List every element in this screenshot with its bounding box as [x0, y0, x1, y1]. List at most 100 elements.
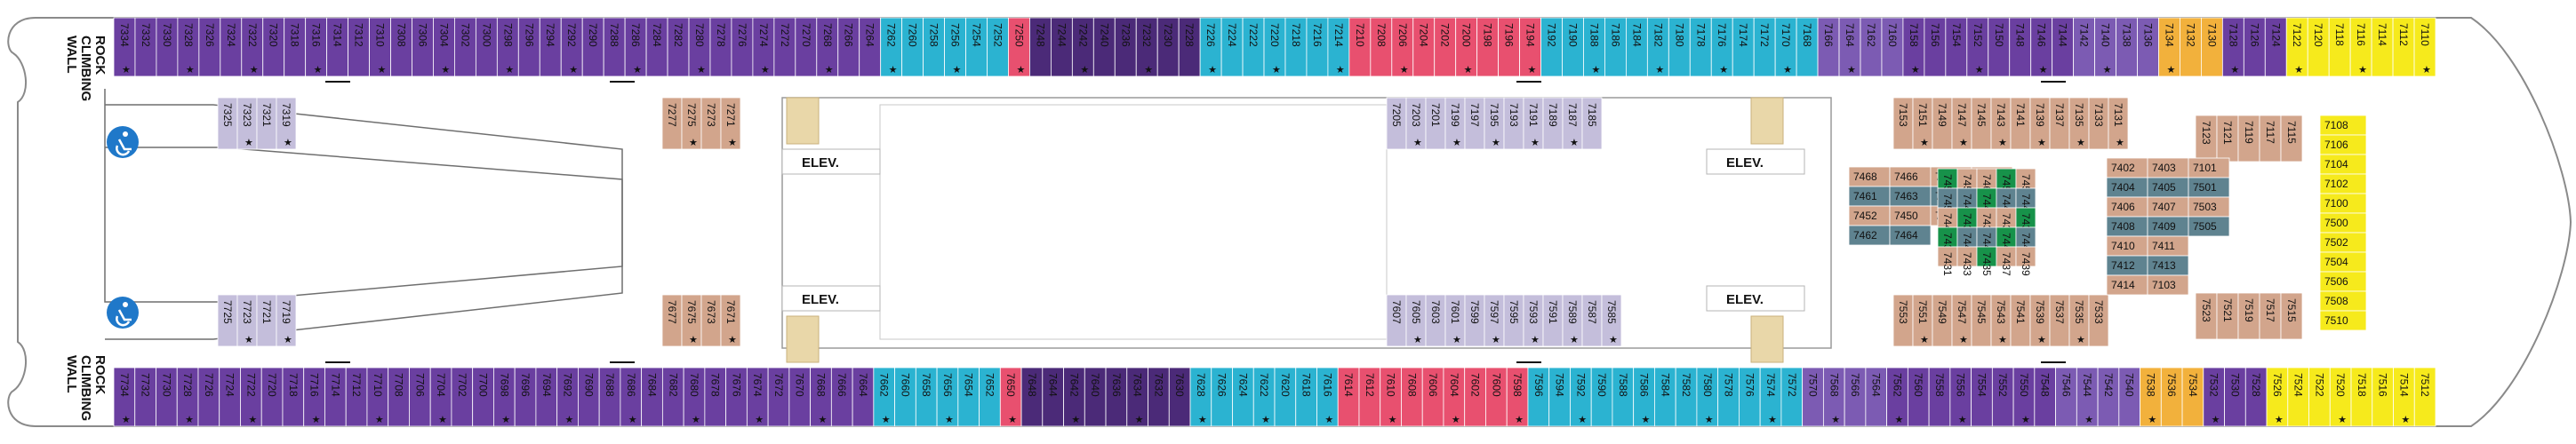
cabin[interactable]: 7584: [1654, 367, 1676, 427]
cabin[interactable]: 7684: [641, 367, 663, 427]
cabin[interactable]: 7250 ★: [1008, 17, 1030, 77]
cabin[interactable]: 7566: [1844, 367, 1867, 427]
cabin[interactable]: 7700: [472, 367, 494, 427]
cabin[interactable]: 7634 ★: [1126, 367, 1148, 427]
cabin[interactable]: 7170 ★: [1774, 17, 1797, 77]
cabin[interactable]: 7506: [2319, 271, 2367, 292]
cabin[interactable]: 7218: [1284, 17, 1308, 77]
cabin[interactable]: 7678: [704, 367, 727, 427]
cabin[interactable]: 7141: [2010, 97, 2031, 150]
cabin[interactable]: 7546: [2055, 367, 2077, 427]
cabin[interactable]: 7432: [1996, 207, 2017, 237]
cabin[interactable]: 7672: [767, 367, 790, 427]
cabin[interactable]: 7192: [1540, 17, 1563, 77]
cabin[interactable]: 7407: [2147, 196, 2189, 218]
cabin[interactable]: 7328 ★: [177, 17, 200, 77]
cabin[interactable]: 7652: [979, 367, 1001, 427]
cabin[interactable]: 7143 ★: [1990, 97, 2012, 150]
cabin[interactable]: 7193: [1503, 97, 1524, 150]
cabin[interactable]: 7632: [1148, 367, 1170, 427]
cabin[interactable]: 7605 ★: [1405, 294, 1427, 347]
cabin[interactable]: 7500: [2319, 212, 2367, 234]
cabin[interactable]: 7706: [409, 367, 431, 427]
cabin[interactable]: 7326: [198, 17, 221, 77]
cabin[interactable]: 7464: [1889, 225, 1932, 246]
cabin[interactable]: 7502: [2319, 232, 2367, 253]
cabin[interactable]: 7564: [1865, 367, 1888, 427]
cabin[interactable]: 7199 ★: [1444, 97, 1466, 150]
cabin[interactable]: 7542: [2097, 367, 2120, 427]
cabin[interactable]: 7324: [220, 17, 243, 77]
cabin[interactable]: 7710 ★: [366, 367, 389, 427]
cabin[interactable]: 7589 ★: [1562, 294, 1583, 347]
cabin[interactable]: 7278: [709, 17, 732, 77]
cabin[interactable]: 7556 ★: [1949, 367, 1972, 427]
cabin[interactable]: 7123: [2195, 115, 2218, 163]
cabin[interactable]: 7103: [2147, 274, 2189, 296]
cabin[interactable]: 7262 ★: [880, 17, 903, 77]
cabin[interactable]: 7462: [1848, 225, 1891, 246]
cabin[interactable]: 7203 ★: [1405, 97, 1427, 150]
cabin[interactable]: 7588: [1612, 367, 1635, 427]
cabin[interactable]: 7166: [1817, 17, 1840, 77]
cabin[interactable]: 7722 ★: [240, 367, 262, 427]
cabin[interactable]: 7321: [256, 97, 277, 150]
cabin[interactable]: 7139 ★: [2029, 97, 2051, 150]
cabin[interactable]: 7142: [2073, 17, 2095, 77]
cabin[interactable]: 7188 ★: [1583, 17, 1605, 77]
cabin[interactable]: 7732: [134, 367, 156, 427]
cabin[interactable]: 7300: [475, 17, 498, 77]
cabin[interactable]: 7277: [661, 97, 683, 150]
cabin[interactable]: 7461: [1848, 186, 1891, 207]
cabin[interactable]: 7624: [1232, 367, 1254, 427]
cabin[interactable]: 7205: [1386, 97, 1407, 150]
cabin[interactable]: 7650 ★: [999, 367, 1022, 427]
cabin[interactable]: 7114: [2371, 17, 2394, 77]
cabin[interactable]: 7644: [1042, 367, 1064, 427]
cabin[interactable]: 7544 ★: [2076, 367, 2099, 427]
cabin[interactable]: 7254: [965, 17, 988, 77]
cabin[interactable]: 7548: [2034, 367, 2056, 427]
cabin[interactable]: 7144: [2052, 17, 2075, 77]
cabin[interactable]: 7537: [2049, 294, 2070, 347]
cabin[interactable]: 7572: [1780, 367, 1804, 427]
cabin[interactable]: 7405: [2147, 177, 2189, 198]
cabin[interactable]: 7149: [1932, 97, 1953, 150]
cabin[interactable]: 7272: [773, 17, 796, 77]
cabin[interactable]: 7282: [667, 17, 690, 77]
cabin[interactable]: 7512: [2413, 367, 2436, 427]
cabin[interactable]: 7256 ★: [944, 17, 966, 77]
cabin[interactable]: 7690: [578, 367, 600, 427]
cabin[interactable]: 7146 ★: [2030, 17, 2053, 77]
cabin[interactable]: 7270: [795, 17, 818, 77]
cabin[interactable]: 7594: [1548, 367, 1571, 427]
cabin[interactable]: 7730: [156, 367, 178, 427]
cabin[interactable]: 7280 ★: [688, 17, 711, 77]
cabin[interactable]: 7216: [1306, 17, 1329, 77]
cabin[interactable]: 7515: [2280, 292, 2303, 340]
cabin[interactable]: 7720: [260, 367, 284, 427]
cabin[interactable]: 7258: [923, 17, 945, 77]
cabin[interactable]: 7312: [348, 17, 370, 77]
cabin[interactable]: 7543 ★: [1990, 294, 2012, 347]
cabin[interactable]: 7319 ★: [276, 97, 297, 150]
cabin[interactable]: 7554: [1971, 367, 1993, 427]
cabin[interactable]: 7413: [2147, 255, 2189, 276]
cabin[interactable]: 7508: [2319, 290, 2367, 312]
cabin[interactable]: 7514 ★: [2393, 367, 2415, 427]
cabin[interactable]: 7721: [256, 294, 277, 347]
cabin[interactable]: 7180: [1668, 17, 1691, 77]
cabin[interactable]: 7675 ★: [681, 294, 702, 347]
cabin[interactable]: 7610 ★: [1380, 367, 1402, 427]
cabin[interactable]: 7674 ★: [746, 367, 769, 427]
cabin[interactable]: 7568 ★: [1822, 367, 1845, 427]
cabin[interactable]: 7306: [412, 17, 434, 77]
cabin[interactable]: 7570: [1802, 367, 1824, 427]
cabin[interactable]: 7202: [1434, 17, 1457, 77]
cabin[interactable]: 7182 ★: [1646, 17, 1669, 77]
cabin[interactable]: 7726: [197, 367, 220, 427]
cabin[interactable]: 7608: [1401, 367, 1423, 427]
cabin[interactable]: 7668 ★: [810, 367, 832, 427]
cabin[interactable]: 7322 ★: [241, 17, 264, 77]
cabin[interactable]: 7725: [217, 294, 238, 347]
